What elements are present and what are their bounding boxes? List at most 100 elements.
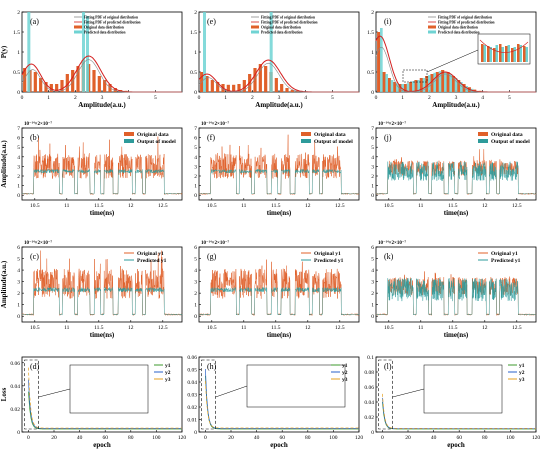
x-multiplier-label: 10⁻¹⁴×2×10⁻⁷: [24, 121, 52, 127]
model-trace: [21, 286, 183, 316]
model-trace: [21, 168, 183, 195]
legend-label: Output of model: [137, 139, 176, 145]
predicted-bar: [406, 83, 410, 92]
x-axis-label: time(ns): [267, 209, 292, 217]
legend-label: Predicted y1: [491, 258, 521, 264]
legend-label: Original y1: [314, 251, 341, 257]
x-tick-label: 11: [241, 203, 247, 209]
y-tick-label: 2: [371, 174, 374, 180]
fit-pdf-predicted: [375, 46, 536, 93]
original-bar: [44, 82, 48, 92]
y-tick-label: 3: [371, 280, 374, 286]
y-tick-label: 0: [194, 193, 197, 199]
x-tick-label: 120: [355, 435, 364, 441]
y-tick-label: 0.1: [367, 355, 374, 361]
y-tick-label: 2: [371, 10, 374, 16]
legend-label: Fitting PDF of predicted distribution: [438, 21, 495, 25]
x-tick-label: 60: [102, 435, 108, 441]
y-tick-label: 4: [194, 268, 197, 274]
fit-pdf-predicted: [198, 62, 359, 93]
x-tick-label: 11: [241, 325, 247, 331]
predicted-bar: [385, 74, 388, 92]
y-tick-label: 2: [194, 174, 197, 180]
legend-label: Predicted data distribution: [84, 31, 125, 35]
predicted-bar: [417, 80, 420, 92]
y-tick-label: 0.06: [187, 355, 197, 361]
original-bar: [97, 76, 101, 92]
x-tick-label: 0: [375, 95, 378, 101]
x-tick-label: 12.5: [335, 203, 345, 209]
y-tick-label: 0.04: [10, 384, 20, 390]
y-tick-label: 1: [17, 303, 20, 309]
inset-fit-curve: [479, 39, 529, 53]
y-tick-label: 0: [371, 430, 374, 436]
x-tick-label: 2: [74, 95, 77, 101]
zoom-pointer: [38, 388, 71, 398]
predicted-bar: [380, 28, 383, 92]
axes-frame: [198, 246, 360, 323]
legend-label: y1: [342, 363, 348, 369]
y-tick-label: 0.02: [187, 405, 197, 411]
predicted-bar: [412, 81, 415, 92]
y-tick-label: 0: [371, 193, 374, 199]
inset-bar: [525, 47, 528, 62]
original-bar: [60, 80, 64, 92]
original-bar: [290, 90, 294, 92]
y-tick-label: 6: [194, 245, 197, 251]
zoom-pointer: [392, 388, 425, 398]
panel-label: (i): [384, 17, 392, 26]
inset-bar: [493, 48, 496, 62]
x-axis-label: time(ns): [444, 209, 469, 217]
inset-bar: [505, 46, 508, 62]
y-tick-label: 6: [17, 245, 20, 251]
histogram-series: [21, 12, 182, 93]
loss-curve: [28, 379, 182, 429]
inset-bar: [481, 44, 484, 62]
x-tick-label: 4: [304, 95, 307, 101]
inset-bar: [519, 45, 522, 62]
x-tick-label: 4: [127, 95, 130, 101]
legend-label: Predicted y1: [314, 258, 344, 264]
y-tick-label: 2: [17, 10, 20, 16]
original-trace: [21, 136, 183, 196]
x-tick-label: 11.5: [94, 203, 104, 209]
original-bar: [414, 80, 418, 92]
original-bar: [258, 64, 262, 92]
y-tick-label: 1: [17, 50, 20, 56]
y-axis-label: P(y): [0, 45, 8, 58]
inset-bar: [487, 46, 490, 62]
x-tick-label: 12.5: [512, 203, 522, 209]
y-tick-label: 1.5: [367, 30, 374, 36]
y-tick-label: 2: [194, 291, 197, 297]
y-tick-label: 5: [194, 145, 197, 151]
x-tick-label: 40: [431, 435, 437, 441]
y-tick-label: 0: [194, 430, 197, 436]
panel-label: (d): [30, 362, 40, 371]
original-bar: [108, 84, 112, 92]
original-bar: [55, 84, 59, 92]
original-bar: [113, 88, 117, 92]
x-tick-label: 40: [254, 435, 260, 441]
y-tick-label: 5: [371, 145, 374, 151]
zoom-box: [201, 359, 216, 430]
inset-bar: [511, 48, 514, 62]
original-bar: [264, 66, 268, 92]
y-tick-label: 0: [17, 90, 20, 96]
y-tick-label: 1: [17, 184, 20, 190]
panel-label: (j): [384, 133, 392, 142]
trace-series: [375, 271, 537, 317]
panel-label: (c): [30, 252, 39, 261]
x-tick-label: 12: [128, 203, 134, 209]
model-trace: [198, 286, 360, 316]
axes-frame: [375, 127, 537, 201]
x-tick-label: 120: [532, 435, 541, 441]
legend-label: Original y1: [491, 251, 518, 257]
legend-label: y2: [342, 370, 348, 376]
y-tick-label: 0.02: [364, 415, 374, 421]
panel-label: (k): [384, 252, 394, 261]
inset-frame: [423, 364, 503, 414]
x-tick-label: 0: [198, 95, 201, 101]
predicted-bar: [269, 12, 273, 92]
x-tick-label: 0: [381, 435, 384, 441]
x-axis-label: time(ns): [267, 331, 292, 339]
